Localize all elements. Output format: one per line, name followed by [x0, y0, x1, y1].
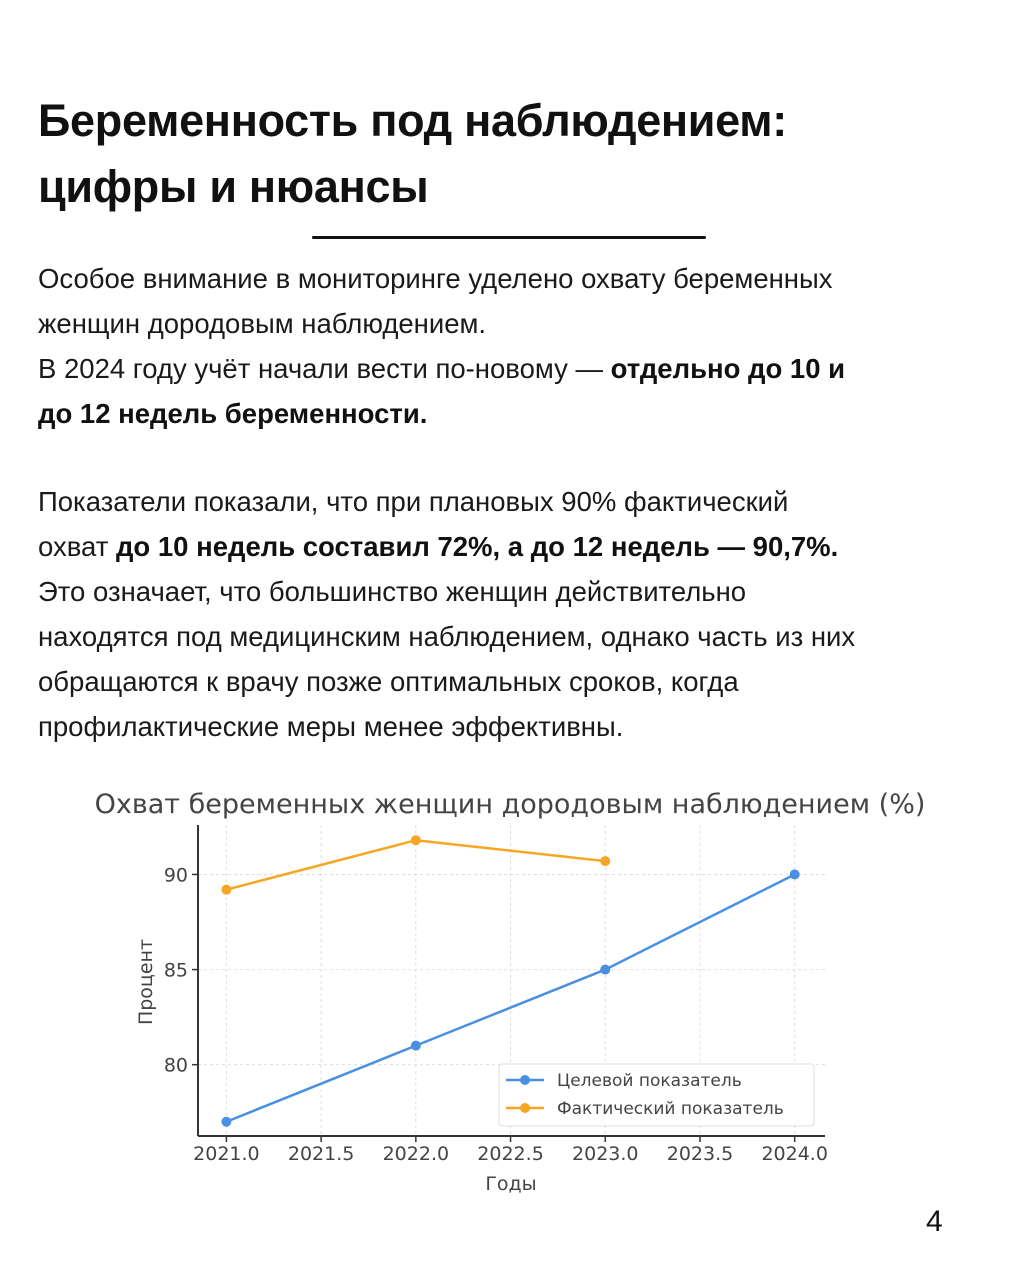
data-point	[600, 964, 611, 975]
legend-label: Целевой показатель	[557, 1071, 742, 1091]
x-tick-label: 2024.0	[761, 1143, 827, 1165]
axes: 2021.0 2021.5 2022.0 2022.5 2023.0 2023.5 2024…	[164, 825, 828, 1165]
text-span: охват	[38, 531, 116, 562]
y-tick-label: 80	[164, 1055, 188, 1077]
results-paragraph: Показатели показали, что при плановых 90…	[38, 479, 1013, 749]
x-tick-label: 2023.0	[572, 1143, 638, 1165]
legend: Целевой показатель Фактический показатель	[498, 1063, 815, 1127]
data-point	[600, 856, 611, 867]
legend-marker	[520, 1103, 530, 1113]
text-line: Это означает, что большинство женщин дей…	[38, 576, 747, 607]
y-tick-label: 90	[164, 864, 188, 886]
data-point	[221, 1116, 232, 1127]
page-number: 4	[926, 1205, 943, 1238]
series-line	[226, 838, 606, 891]
text-line: В 2024 году учёт начали вести по-новому …	[38, 346, 1008, 391]
data-point	[221, 884, 232, 895]
x-tick-label: 2021.0	[193, 1143, 259, 1165]
x-tick-label: 2021.5	[288, 1143, 354, 1165]
data-point	[789, 869, 800, 880]
text-span: В 2024 году учёт начали вести по-новому …	[38, 353, 611, 384]
divider	[312, 236, 706, 239]
text-line: до 12 недель беременности.	[38, 391, 1008, 436]
text-line: охват до 10 недель составил 72%, а до 12…	[38, 524, 1013, 569]
x-tick-label: 2023.5	[667, 1143, 733, 1165]
data-point	[410, 1040, 421, 1051]
y-axis-label: Процент	[135, 939, 157, 1025]
intro-paragraph: Особое внимание в мониторинге уделено ох…	[38, 256, 1008, 436]
legend-box	[498, 1063, 815, 1127]
series-line	[225, 873, 796, 1123]
series-group	[221, 835, 800, 1127]
bold-text: до 10 недель составил 72%, а до 12 недел…	[115, 531, 839, 562]
text-line: находятся под медицинским наблюдением, о…	[38, 621, 856, 652]
legend-label: Фактический показатель	[557, 1099, 784, 1119]
page-title: Беременность под наблюдением: цифры и ню…	[38, 88, 787, 220]
legend-marker	[520, 1075, 530, 1085]
data-point	[410, 835, 421, 846]
text-line: профилактические меры менее эффективны.	[38, 711, 624, 742]
bold-text: до 12 недель беременности.	[38, 398, 428, 429]
y-tick-label: 85	[164, 960, 188, 982]
text-line: женщин дородовым наблюдением.	[38, 308, 487, 339]
text-line: Особое внимание в мониторинге уделено ох…	[38, 263, 833, 294]
bold-text: отдельно до 10 и	[610, 353, 846, 384]
x-tick-label: 2022.0	[383, 1143, 449, 1165]
x-tick-label: 2022.5	[477, 1143, 543, 1165]
x-axis-label: Годы	[485, 1173, 536, 1195]
text-line: обращаются к врачу позже оптимальных сро…	[38, 666, 739, 697]
chart-title: Охват беременных женщин дородовым наблюд…	[95, 789, 926, 820]
text-line: Показатели показали, что при плановых 90…	[38, 486, 789, 517]
title-line-2: цифры и нюансы	[38, 161, 429, 212]
title-line-1: Беременность под наблюдением:	[38, 95, 787, 146]
